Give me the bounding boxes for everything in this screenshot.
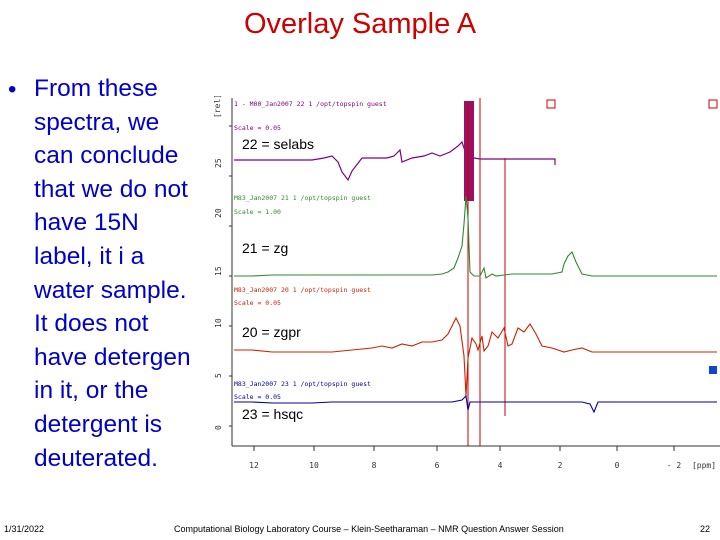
- bullet-line: label, it i a: [34, 242, 145, 270]
- x-tick-label: 8: [372, 461, 377, 470]
- bullet-line: that we do not: [34, 175, 188, 203]
- y-axis-ticks: 25 20 15 10 5 0: [214, 158, 223, 430]
- trace-label-bg: [238, 236, 318, 258]
- trace-scale: Scale = 1.00: [234, 208, 281, 216]
- trace-line-zgpr: [234, 316, 717, 397]
- x-tick-label: 6: [435, 461, 440, 470]
- bullet-line: have detergen: [34, 343, 191, 371]
- x-tick-label: - 2: [667, 461, 682, 470]
- trace-header: M83_Jan2007 20 1 /opt/topspin guest: [234, 286, 371, 294]
- trace-label-bg: [238, 132, 356, 154]
- trace-scale: Scale = 0.05: [234, 299, 281, 307]
- trace-scale: Scale = 0.05: [234, 124, 281, 132]
- footer-date: 1/31/2022: [4, 524, 45, 534]
- footer-course: Computational Biology Laboratory Course …: [174, 524, 564, 534]
- trace-scale: Scale = 0.05: [234, 393, 281, 401]
- x-axis-unit: [ppm]: [692, 461, 716, 470]
- x-tick-label: 12: [249, 461, 259, 470]
- page-number: 22: [700, 524, 711, 534]
- bullet-line: detergent is: [34, 410, 163, 438]
- x-tick-label: 2: [558, 461, 563, 470]
- y-tick-label: 20: [214, 208, 223, 218]
- bullet-line: deuterated.: [34, 444, 158, 472]
- trace-line-hsqc: [234, 394, 717, 414]
- marker-square: [709, 366, 717, 374]
- trace-line-zg: [234, 195, 717, 279]
- trace-header: 1 - M00_Jan2007 22 1 /opt/topspin guest: [234, 100, 387, 108]
- y-tick-label: 5: [214, 373, 223, 378]
- y-axis-unit: [rel]: [213, 96, 222, 118]
- bullet-dot: •: [8, 76, 17, 103]
- trace-label-bg: [238, 320, 338, 342]
- slide-title: Overlay Sample A: [243, 8, 477, 40]
- trace-label: 20 = zgpr: [242, 324, 301, 340]
- nmr-overlay-spectrum: [rel] 25 20 15 10 5 0 12 10 8 6 4 2 0 - …: [213, 96, 720, 470]
- window-box: [708, 99, 718, 109]
- bullet-line: can conclude: [34, 142, 179, 170]
- bullet-line: have 15N: [34, 209, 139, 237]
- trace-band-selabs: [464, 101, 474, 201]
- bullet-line: water sample.: [34, 276, 187, 304]
- trace-label: 21 = zg: [242, 240, 288, 256]
- bullet-text: From these spectra, we can conclude that…: [34, 72, 234, 475]
- trace-header: M83_Jan2007 23 1 /opt/topspin guest: [234, 380, 371, 388]
- trace-header: M83_Jan2007 21 1 /opt/topspin guest: [234, 194, 371, 202]
- x-axis-ticks: 12 10 8 6 4 2 0 - 2 [ppm]: [249, 461, 716, 470]
- x-tick-label: 10: [309, 461, 319, 470]
- bullet-line: spectra, we: [34, 108, 160, 136]
- y-tick-label: 15: [214, 266, 223, 276]
- y-tick-label: 10: [214, 318, 223, 328]
- trace-line-selabs: [234, 140, 556, 182]
- y-tick-label: 0: [214, 425, 223, 430]
- bullet-line: From these: [34, 75, 158, 102]
- trace-label: 22 = selabs: [242, 136, 314, 152]
- trace-label: 23 = hsqc: [242, 406, 303, 422]
- trace-label-bg: [238, 402, 334, 424]
- bullet-line: It does not: [34, 310, 149, 338]
- y-tick-label: 25: [214, 158, 223, 168]
- x-tick-label: 4: [498, 461, 503, 470]
- window-box: [546, 99, 556, 109]
- x-tick-label: 0: [615, 461, 620, 470]
- bullet-line: in it, or the: [34, 377, 149, 405]
